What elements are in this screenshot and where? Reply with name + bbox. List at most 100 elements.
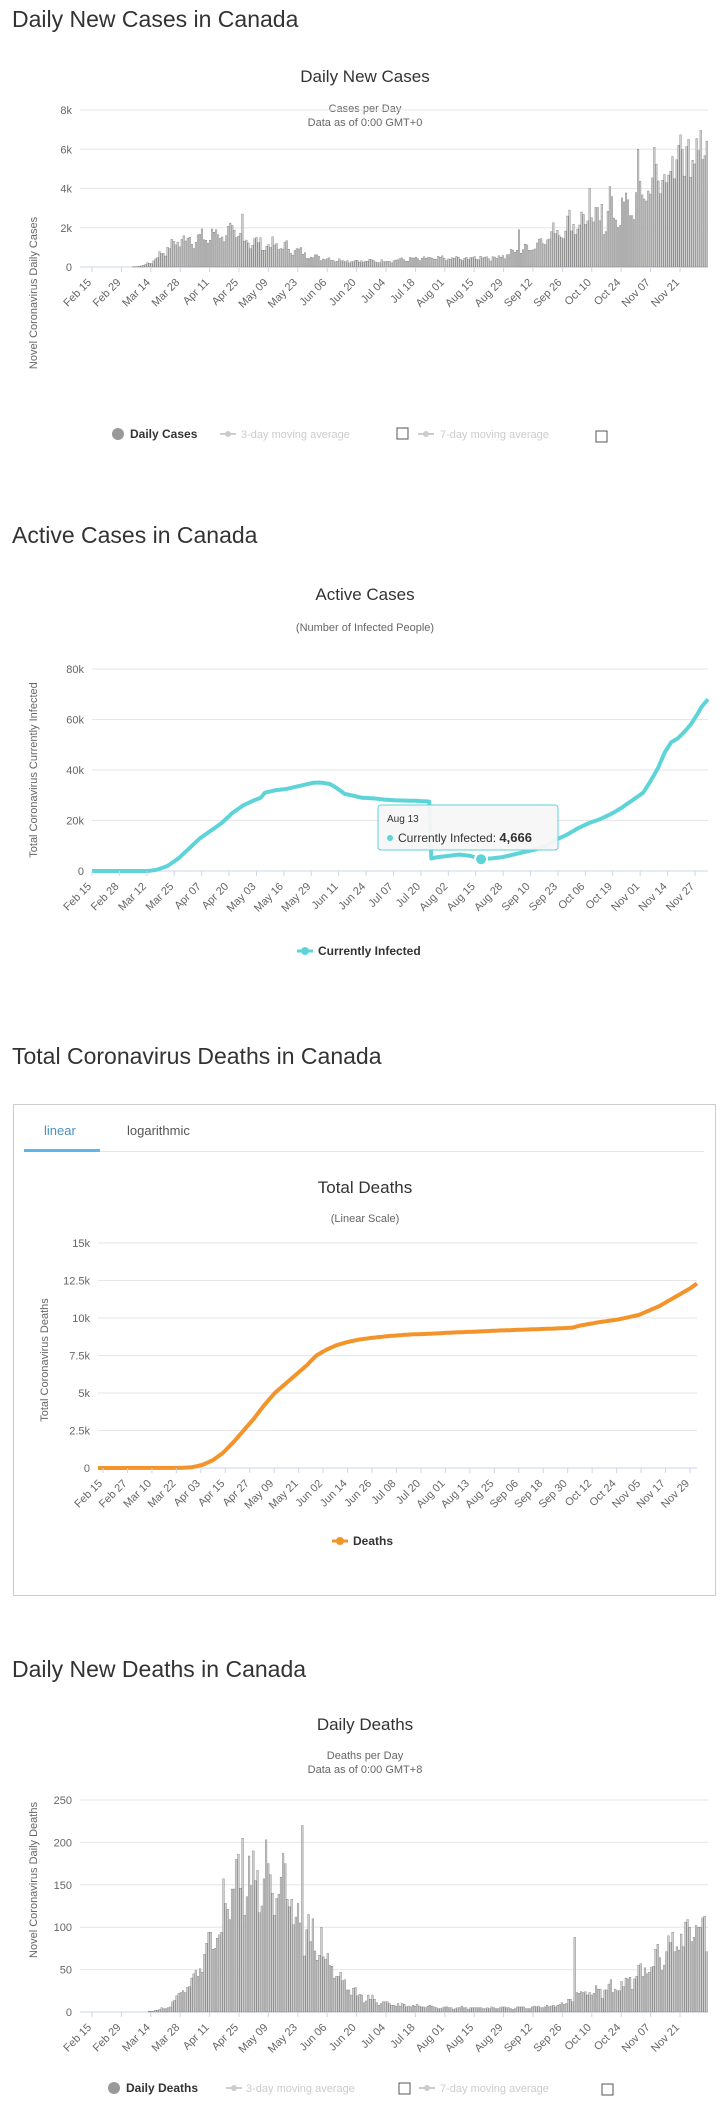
y-axis-label: Novel Coronavirus Daily Deaths [28, 1802, 40, 1958]
tab-active-indicator [24, 1149, 100, 1152]
bar [607, 1983, 610, 2013]
bar [455, 256, 458, 268]
bar [560, 237, 563, 268]
bar [200, 228, 203, 268]
bar [225, 235, 228, 268]
bar [467, 259, 470, 268]
legend-ma3[interactable]: 3-day moving average [246, 2083, 355, 2095]
tab-linear[interactable]: linear [44, 1123, 76, 1138]
bar [334, 261, 337, 268]
bar [332, 260, 335, 268]
bar [352, 1988, 355, 2013]
legend-deaths[interactable]: Deaths [353, 1534, 393, 1548]
chart-title: Daily New Cases [300, 67, 429, 86]
chart-subtitle: (Linear Scale) [331, 1213, 399, 1225]
legend: Deaths [332, 1534, 393, 1548]
bar [194, 242, 197, 268]
bar [326, 1953, 329, 2013]
bar [530, 250, 533, 268]
bar [643, 198, 646, 268]
bar [689, 176, 692, 268]
legend-daily-cases[interactable]: Daily Cases [130, 427, 198, 441]
legend-ma3[interactable]: 3-day moving average [241, 429, 350, 441]
bar [481, 257, 484, 268]
legend-daily-deaths-marker[interactable] [108, 2082, 120, 2094]
y-tick-label: 4k [60, 184, 72, 196]
bar [705, 1951, 708, 2013]
bar [592, 221, 595, 268]
bar [388, 261, 391, 268]
bar [577, 1993, 581, 2013]
x-tick-label: Aug 29 [473, 277, 506, 310]
bar [409, 2006, 412, 2013]
bar [489, 260, 492, 268]
bar [362, 262, 365, 268]
bar [341, 1980, 344, 2013]
section-title-active-cases: Active Cases in Canada [12, 522, 258, 548]
legend-daily-deaths[interactable]: Daily Deaths [126, 2081, 198, 2095]
y-tick-label: 7.5k [69, 1351, 90, 1363]
bar [586, 220, 589, 268]
bar [625, 192, 628, 268]
bar [146, 262, 149, 268]
bar [596, 207, 599, 268]
tab-divider [24, 1151, 704, 1152]
bar [488, 2008, 491, 2013]
bar [526, 244, 529, 268]
bar [616, 227, 619, 268]
legend-ma3-checkbox[interactable] [396, 427, 409, 440]
bar [426, 2005, 429, 2013]
bar [410, 257, 413, 268]
bar [228, 1919, 231, 2013]
legend-currently-infected[interactable]: Currently Infected [318, 944, 421, 958]
bar [461, 260, 464, 268]
bar [669, 1942, 672, 2013]
bar [648, 1971, 651, 2013]
bar [259, 237, 262, 268]
y-axis-label: Total Coronavirus Deaths [39, 1298, 51, 1422]
bar [138, 266, 141, 268]
bar [570, 230, 573, 268]
tooltip-value: 4,666 [499, 830, 532, 845]
bar [618, 1990, 621, 2013]
series-line [98, 1281, 699, 1470]
daily-deaths-chart: Daily Deaths Deaths per Day Data as of 0… [28, 1715, 708, 2096]
bar [399, 2005, 402, 2013]
legend-ma7-checkbox[interactable] [601, 2083, 614, 2096]
bar [196, 234, 199, 268]
bar [645, 200, 648, 268]
tab-logarithmic[interactable]: logarithmic [127, 1123, 190, 1138]
bar [166, 247, 169, 268]
bar [209, 1932, 212, 2013]
bar [657, 180, 660, 268]
x-tick-label: Sep 26 [531, 2022, 564, 2055]
bar [548, 2006, 551, 2013]
x-tick-label: Jun 20 [327, 277, 359, 309]
bar [608, 186, 611, 268]
bar [233, 230, 236, 268]
tooltip: Aug 13 Currently Infected: 4,666 [377, 804, 559, 851]
bar [701, 1917, 704, 2013]
bar [456, 2007, 459, 2013]
bar [348, 1989, 351, 2013]
legend-ma7[interactable]: 7-day moving average [440, 2083, 549, 2095]
chart-title: Active Cases [315, 585, 414, 604]
legend-ma3-checkbox[interactable] [398, 2082, 411, 2095]
bar [580, 1991, 583, 2013]
legend-ma7-checkbox[interactable] [595, 430, 608, 443]
x-tick-label: Jul 07 [366, 881, 395, 910]
bar [614, 1988, 617, 2013]
bar [697, 150, 700, 268]
active-cases-chart: Active Cases (Number of Infected People)… [28, 585, 710, 958]
bar [580, 211, 583, 268]
legend-daily-cases-marker[interactable] [112, 428, 124, 440]
bar [417, 258, 420, 268]
bar [665, 182, 668, 268]
bar [314, 254, 317, 268]
bar [511, 249, 514, 268]
bar [188, 237, 191, 268]
bar [554, 233, 557, 268]
x-tick-label: Apr 15 [196, 1478, 227, 1509]
legend-ma7[interactable]: 7-day moving average [440, 429, 549, 441]
bar [492, 2007, 495, 2013]
